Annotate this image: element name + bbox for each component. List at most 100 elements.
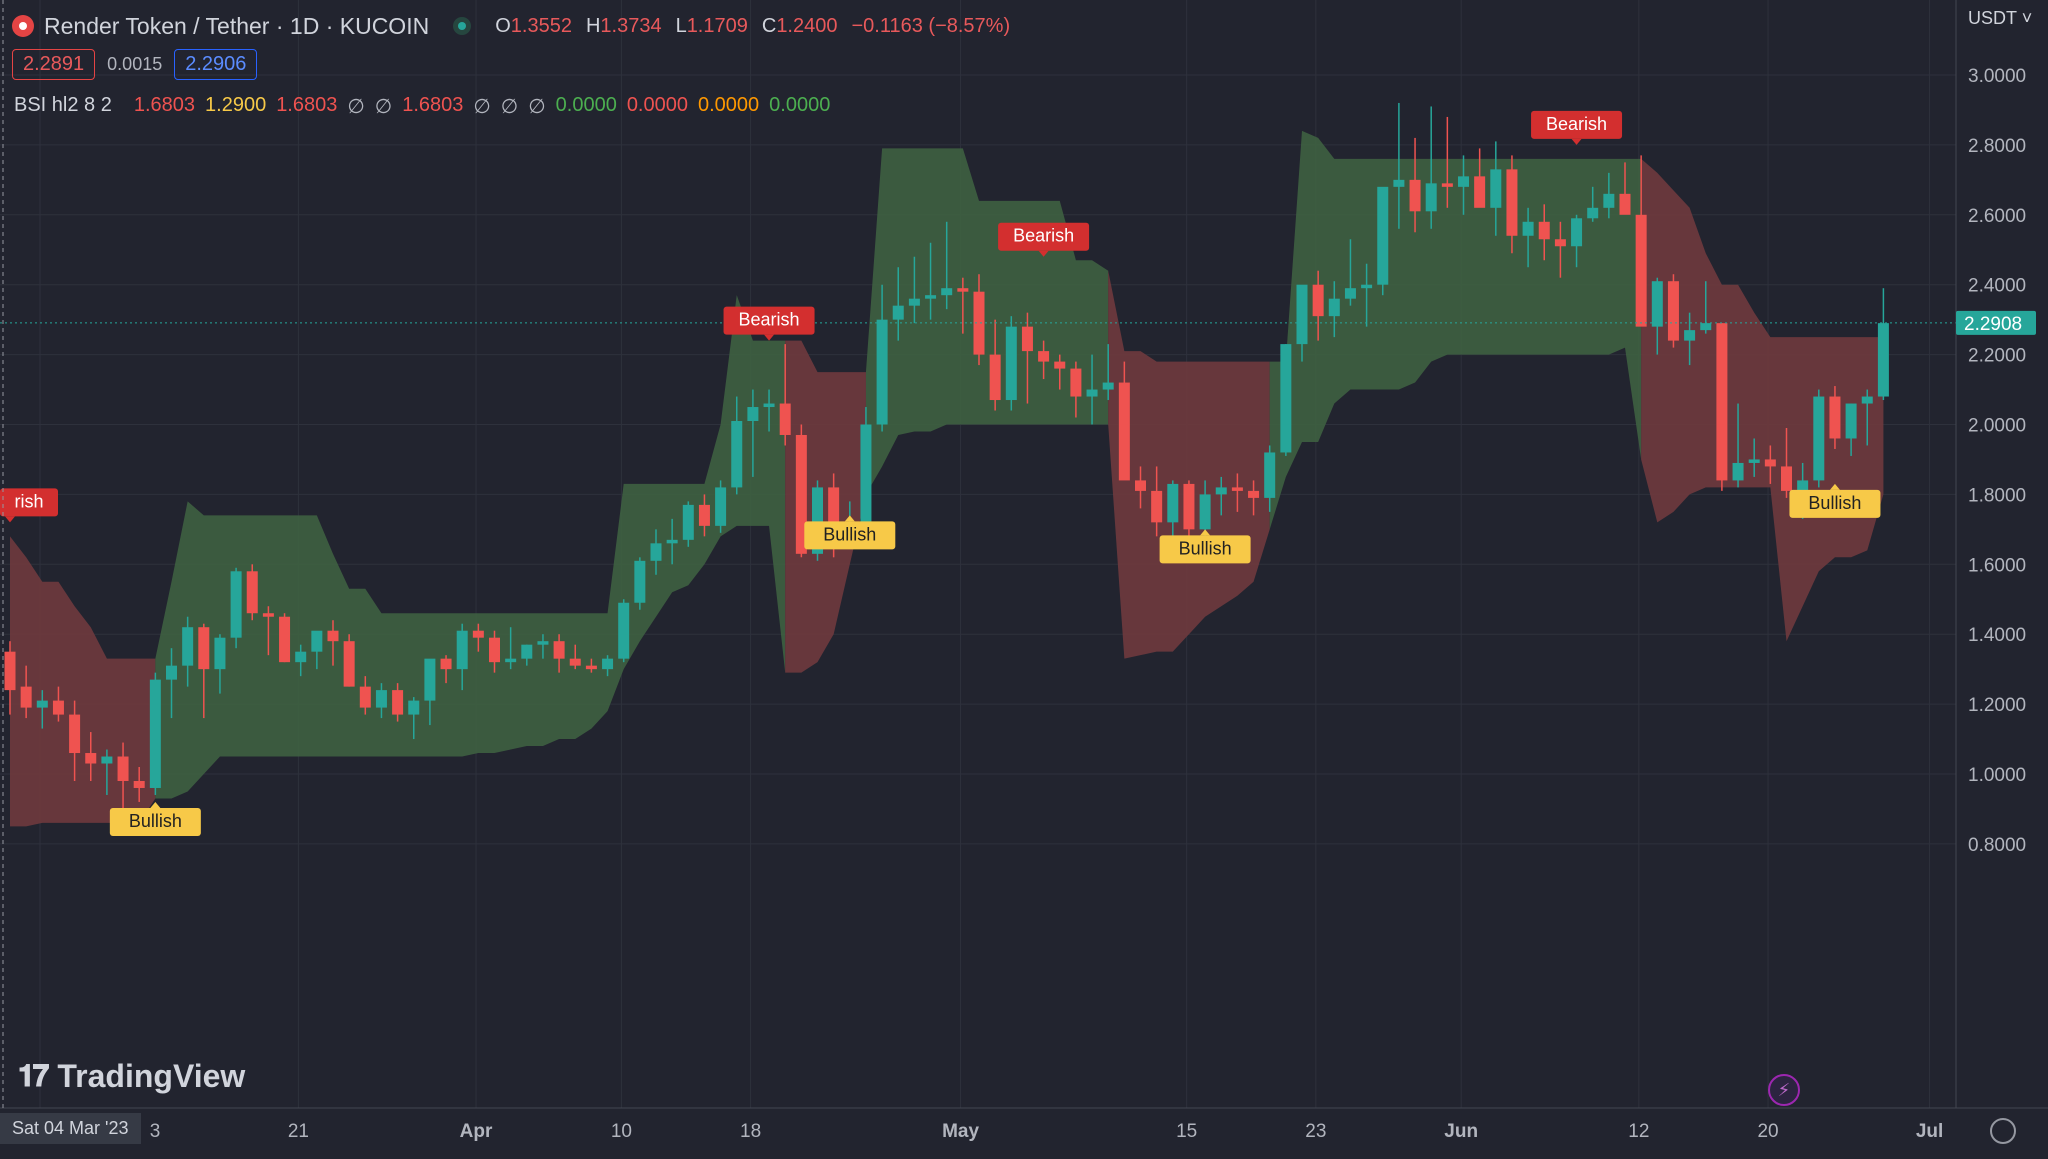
signal-label: Bearish — [1013, 226, 1074, 246]
candle-body — [279, 616, 291, 663]
candle-body — [1781, 466, 1792, 491]
candle-body — [1005, 326, 1017, 401]
indicator-value: ∅ — [500, 96, 519, 118]
y-tick-label: 2.4000 — [1968, 276, 2026, 297]
ohlc-open-value: 1.3552 — [510, 14, 572, 37]
candle-body — [182, 627, 194, 666]
x-tick-label: 18 — [740, 1121, 761, 1142]
candle-body — [812, 487, 823, 554]
candle-body — [1409, 179, 1421, 212]
candle-body — [133, 780, 145, 788]
candle-body — [1571, 218, 1583, 247]
indicator-value: ∅ — [347, 96, 365, 118]
y-tick-label: 1.8000 — [1968, 485, 2026, 506]
bullish-signal-pointer — [1200, 529, 1211, 536]
signal-label: Bullish — [1808, 493, 1861, 513]
candle-body — [166, 665, 177, 680]
candle-body — [763, 403, 775, 408]
currency-selector[interactable]: USDT ˅ — [1968, 8, 2033, 28]
candle-body — [1764, 459, 1776, 467]
candle-body — [1183, 483, 1195, 530]
ohlc-high-key: H — [585, 14, 601, 37]
y-tick-label: 1.6000 — [1968, 555, 2026, 576]
signal-label: Bullish — [1179, 538, 1232, 558]
y-tick-label: 2.8000 — [1968, 136, 2026, 157]
candle-body — [1441, 183, 1453, 187]
bullish-signal-pointer — [150, 801, 161, 808]
y-tick-label: 2.2000 — [1968, 346, 2026, 367]
candle-body — [1490, 169, 1502, 208]
candle-body — [1021, 326, 1033, 352]
candle-body — [666, 539, 678, 544]
candle-body — [1135, 480, 1146, 491]
candle-body — [1506, 169, 1518, 236]
candle-body — [989, 354, 1001, 401]
bearish-signal-pointer — [1571, 138, 1582, 145]
candle-body — [1344, 288, 1356, 299]
tradingview-logo-icon: 𝟏𝟕 — [18, 1059, 49, 1093]
candle-body — [779, 403, 791, 435]
crosshair-date-label: Sat 04 Mar '23 — [0, 1113, 141, 1144]
indicator-legend[interactable]: BSI hl2 8 2 1.6803 1.2900 1.6803 ∅ ∅ 1.6803 ∅ ∅… — [14, 94, 830, 119]
y-tick-label: 3.0000 — [1968, 66, 2026, 87]
symbol-title[interactable]: Render Token / Tether · 1D · KUCOIN — [44, 12, 430, 39]
candle-body — [1377, 186, 1389, 285]
candle-body — [1748, 459, 1760, 463]
bearish-signal — [1531, 110, 1623, 139]
candle-body — [1393, 179, 1405, 187]
candle-body — [1877, 323, 1889, 397]
buy-price-button[interactable]: 2.2906 — [174, 49, 258, 80]
last-price-tag — [1956, 310, 2036, 335]
bearish-signal — [998, 222, 1090, 251]
candle-body — [860, 424, 872, 523]
candle-body — [1199, 494, 1211, 530]
settings-gear-icon[interactable] — [1990, 1118, 2016, 1144]
indicator-value: 0.0000 — [769, 94, 831, 116]
candle-body — [343, 641, 355, 687]
x-tick-label: Apr — [460, 1121, 493, 1142]
market-status-icon[interactable] — [453, 17, 472, 35]
indicator-value: 0.0000 — [626, 94, 688, 116]
candle-body — [424, 658, 436, 701]
candle-body — [246, 571, 258, 614]
candle-body — [4, 651, 16, 691]
candle-body — [375, 690, 387, 708]
x-tick-label: Jul — [1916, 1121, 1943, 1142]
lightning-icon[interactable]: ⚡ — [1768, 1074, 1800, 1106]
bullish-signal — [109, 807, 201, 836]
bearish-band — [785, 340, 866, 673]
x-tick-label: 20 — [1757, 1121, 1778, 1142]
candle-body — [715, 487, 727, 526]
x-tick-label: May — [942, 1121, 979, 1142]
price-change: −0.1163 (−8.57%) — [851, 14, 1011, 37]
candle-body — [1151, 490, 1163, 523]
candle-body — [1700, 323, 1712, 331]
candle-body — [489, 637, 500, 663]
candle-body — [1603, 193, 1615, 208]
tradingview-logo[interactable]: 𝟏𝟕 TradingView — [18, 1058, 245, 1095]
ohlc-open-key: O — [495, 14, 511, 37]
indicator-name[interactable]: BSI hl2 8 2 — [14, 94, 112, 116]
candle-body — [1118, 382, 1130, 481]
candle-body — [1328, 298, 1340, 317]
spread-value: 0.0015 — [107, 54, 163, 74]
candle-body — [392, 690, 404, 715]
y-tick-label: 2.0000 — [1968, 416, 2026, 437]
sell-price-button[interactable]: 2.2891 — [12, 49, 96, 80]
candle-body — [925, 295, 937, 299]
indicator-value: ∅ — [528, 96, 546, 118]
y-tick-label: 0.8000 — [1968, 835, 2026, 856]
candle-body — [69, 714, 81, 754]
candle-body — [876, 319, 888, 425]
x-tick-label: Jun — [1444, 1121, 1478, 1142]
candle-body — [327, 630, 339, 642]
candle-body — [117, 756, 129, 781]
candle-body — [262, 613, 274, 617]
trade-prices: 2.2891 0.0015 2.2906 — [12, 49, 258, 80]
candle-body — [20, 686, 32, 708]
indicator-value: 1.2900 — [205, 94, 267, 116]
candle-body — [941, 288, 953, 296]
candle-body — [1312, 284, 1324, 317]
candle-body — [1264, 452, 1276, 498]
